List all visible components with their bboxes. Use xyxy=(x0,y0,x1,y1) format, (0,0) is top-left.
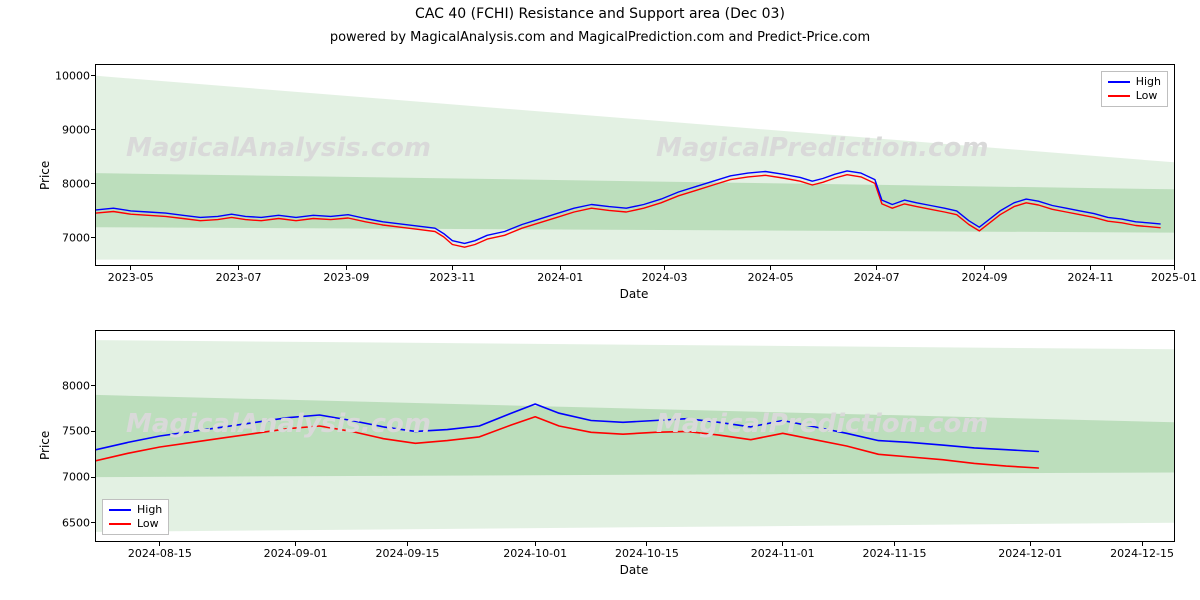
x-axis-label-top: Date xyxy=(95,287,1173,301)
x-tick-label: 2024-11 xyxy=(1068,265,1114,284)
legend-top: High Low xyxy=(1101,71,1168,107)
y-axis-label-bottom: Price xyxy=(38,431,52,460)
chart-panel-top: MagicalAnalysis.com MagicalPrediction.co… xyxy=(95,64,1175,266)
legend-label: High xyxy=(1136,75,1161,89)
y-tick-label: 6500 xyxy=(62,516,96,529)
x-tick-label: 2023-11 xyxy=(429,265,475,284)
x-tick-label: 2024-03 xyxy=(642,265,688,284)
x-tick-label: 2024-09 xyxy=(961,265,1007,284)
y-tick-label: 8000 xyxy=(62,379,96,392)
y-axis-label-top: Price xyxy=(38,161,52,190)
y-tick-label: 10000 xyxy=(55,69,96,82)
plot-top xyxy=(96,65,1174,265)
chart-panel-bottom: MagicalAnalysis.com MagicalPrediction.co… xyxy=(95,330,1175,542)
x-tick-label: 2023-05 xyxy=(108,265,154,284)
x-tick-label: 2025-01 xyxy=(1151,265,1197,284)
x-tick-label: 2023-09 xyxy=(323,265,369,284)
y-tick-label: 8000 xyxy=(62,177,96,190)
legend-swatch-low xyxy=(109,523,131,525)
legend-label: Low xyxy=(137,517,159,531)
x-tick-label: 2023-07 xyxy=(216,265,262,284)
y-tick-label: 9000 xyxy=(62,123,96,136)
chart-title: CAC 40 (FCHI) Resistance and Support are… xyxy=(0,6,1200,22)
x-tick-label: 2024-10-15 xyxy=(615,541,679,560)
y-tick-label: 7000 xyxy=(62,231,96,244)
legend-item-high: High xyxy=(109,503,162,517)
x-tick-label: 2024-11-01 xyxy=(751,541,815,560)
legend-label: High xyxy=(137,503,162,517)
legend-item-low: Low xyxy=(109,517,162,531)
chart-subtitle: powered by MagicalAnalysis.com and Magic… xyxy=(0,30,1200,45)
legend-item-high: High xyxy=(1108,75,1161,89)
x-tick-label: 2024-12-01 xyxy=(998,541,1062,560)
x-tick-label: 2024-09-15 xyxy=(375,541,439,560)
y-tick-label: 7000 xyxy=(62,471,96,484)
legend-swatch-low xyxy=(1108,95,1130,97)
x-tick-label: 2024-01 xyxy=(537,265,583,284)
x-tick-label: 2024-12-15 xyxy=(1110,541,1174,560)
x-axis-label-bottom: Date xyxy=(95,563,1173,577)
legend-bottom: High Low xyxy=(102,499,169,535)
x-tick-label: 2024-05 xyxy=(748,265,794,284)
legend-swatch-high xyxy=(109,509,131,511)
legend-swatch-high xyxy=(1108,81,1130,83)
x-tick-label: 2024-10-01 xyxy=(503,541,567,560)
x-tick-label: 2024-08-15 xyxy=(128,541,192,560)
y-tick-label: 7500 xyxy=(62,425,96,438)
legend-label: Low xyxy=(1136,89,1158,103)
x-tick-label: 2024-09-01 xyxy=(264,541,328,560)
x-tick-label: 2024-07 xyxy=(854,265,900,284)
legend-item-low: Low xyxy=(1108,89,1161,103)
plot-bottom xyxy=(96,331,1174,541)
x-tick-label: 2024-11-15 xyxy=(863,541,927,560)
